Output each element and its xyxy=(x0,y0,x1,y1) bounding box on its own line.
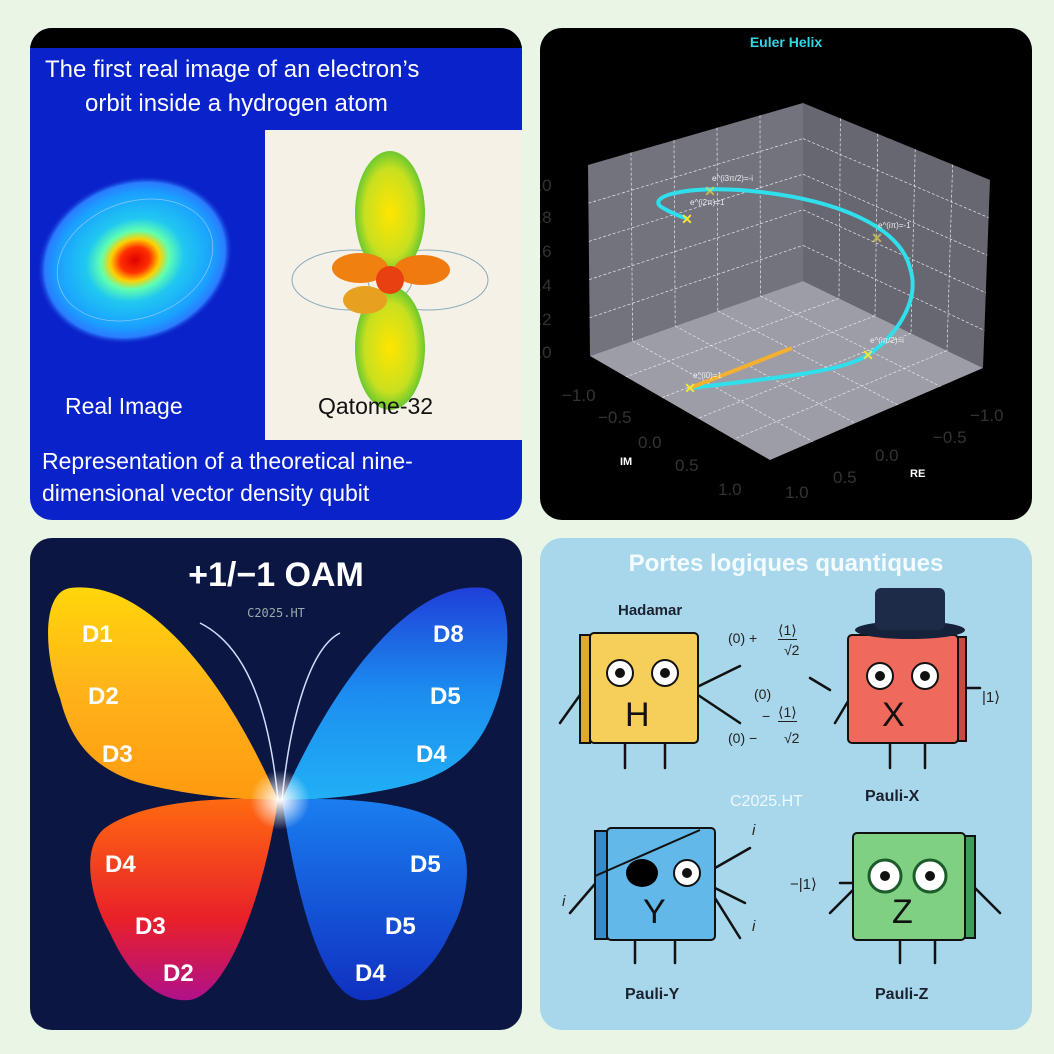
annotation: e^(iπ/2)=i xyxy=(870,336,904,345)
marker-3pi2: ✕ xyxy=(704,183,716,199)
center-glow xyxy=(250,770,310,830)
axis-tick-label: 0.0 xyxy=(875,446,899,465)
label-d: D8 xyxy=(433,621,464,648)
axis-tick-label: 1.0 xyxy=(785,483,809,502)
wing-right-upper xyxy=(282,587,508,800)
marker-0: ✕ xyxy=(684,380,696,396)
phase-i: i xyxy=(752,822,756,839)
axis-tick-label: 0.6 xyxy=(540,242,552,261)
real-image-label: Real Image xyxy=(65,393,183,419)
marker-2pi: ✕ xyxy=(681,211,693,227)
title-line1: The first real image of an electron’s xyxy=(45,56,420,83)
title-line2: orbit inside a hydrogen atom xyxy=(85,90,388,117)
annotation: e^(i2π)=1 xyxy=(690,198,725,207)
wing-left-lower xyxy=(90,798,278,1001)
hadamard-letter: H xyxy=(625,696,650,734)
pauli-z-name: Pauli-Z xyxy=(875,986,929,1003)
marker-pi: ✕ xyxy=(871,230,883,246)
phase-i: i xyxy=(562,893,566,910)
orbit-images xyxy=(36,130,522,440)
formula-plus: (0) + xyxy=(728,630,758,646)
formula-zero: (0) xyxy=(754,686,772,702)
pauli-y-letter: Y xyxy=(643,893,666,931)
helix-curve xyxy=(656,187,915,390)
axis-tick-label: 0.5 xyxy=(833,468,857,487)
label-d: D1 xyxy=(82,621,113,648)
hadamard-name: Hadamar xyxy=(618,602,683,619)
formula-minus-left: (0) − xyxy=(728,730,758,746)
caption-line2: dimensional vector density qubit xyxy=(42,480,370,506)
watermark: C2025.HT xyxy=(247,606,305,620)
label-d: D5 xyxy=(430,683,461,710)
re-axis-label: RE xyxy=(910,468,926,480)
pauli-z-output: −|1⟩ xyxy=(790,876,817,893)
eyepatch-icon xyxy=(626,859,658,887)
hadamard-gate xyxy=(579,632,699,744)
label-d: D3 xyxy=(102,741,133,768)
formula-denominator: √2 xyxy=(784,730,800,746)
gate-characters xyxy=(558,588,1002,965)
qatome-label: Qatome-32 xyxy=(318,393,434,419)
orbital-render xyxy=(291,151,489,410)
annotation: e^(i0)=1 xyxy=(693,371,722,380)
marker-pi2: ✕ xyxy=(862,347,874,363)
axis-tick-label: 0.0 xyxy=(638,433,662,452)
back-right-wall xyxy=(803,103,990,368)
pauli-z-gate xyxy=(852,832,976,941)
axis-tick-label: −1.0 xyxy=(970,406,1004,425)
annotation: e^(i3π/2)=-i xyxy=(712,174,754,183)
gates-title: Portes logiques quantiques xyxy=(628,550,944,577)
formula-numerator: ⟨1⟩ xyxy=(778,704,797,722)
formula-minus: − xyxy=(762,708,771,724)
label-d: D4 xyxy=(105,851,136,878)
axis-tick-label: −0.5 xyxy=(933,428,967,447)
axis-tick-label: 0.5 xyxy=(675,456,699,475)
quantum-gates-panel: Portes logiques quantiques Hadamar H X Y… xyxy=(540,538,1032,1030)
oam-title: +1/−1 OAM xyxy=(188,556,364,594)
plot-title: Euler Helix xyxy=(749,34,823,50)
back-left-wall xyxy=(588,103,803,356)
real-image-heatmap xyxy=(36,175,234,345)
label-d: D2 xyxy=(163,960,194,987)
oam-butterfly-panel: +1/−1 OAM C2025.HT D1 D2 D3 D8 D5 D4 D4 … xyxy=(30,538,522,1030)
formula-denominator: √2 xyxy=(784,642,800,658)
phase-i: i xyxy=(752,918,756,935)
label-d: D5 xyxy=(385,913,416,940)
axis-tick-label: 0.4 xyxy=(540,276,552,295)
axis-tick-label: 0.2 xyxy=(540,310,552,329)
label-d: D4 xyxy=(416,741,447,768)
axis-tick-label: −0.5 xyxy=(598,408,632,427)
label-d: D5 xyxy=(410,851,441,878)
butterfly-graphic xyxy=(48,587,508,1001)
gates-watermark: C2025.HT xyxy=(730,793,803,810)
axis-tick-label: −1.0 xyxy=(562,386,596,405)
floor xyxy=(590,281,983,460)
wing-right-lower xyxy=(282,798,467,1001)
pauli-x-output: |1⟩ xyxy=(982,689,1001,706)
pauli-y-gate xyxy=(594,827,716,941)
annotation: e^(iπ)=-1 xyxy=(878,221,911,230)
im-axis-label: IM xyxy=(620,456,633,468)
label-d: D2 xyxy=(88,683,119,710)
euler-helix-panel: ✕ ✕ ✕ ✕ ✕ Euler Helix e^(i3π/2)=-i e^(i2… xyxy=(540,28,1032,520)
label-d: D4 xyxy=(355,960,386,987)
pauli-z-letter: Z xyxy=(892,893,913,931)
pauli-x-name: Pauli-X xyxy=(865,788,920,805)
base-line xyxy=(689,346,793,390)
hydrogen-orbit-panel: The first real image of an electron’s or… xyxy=(30,28,522,520)
euler-helix-plot: ✕ ✕ ✕ ✕ ✕ xyxy=(588,103,990,460)
caption-line1: Representation of a theoretical nine- xyxy=(42,448,413,474)
top-strip xyxy=(30,28,522,48)
axis-tick-label: 0.8 xyxy=(540,208,552,227)
pauli-x-letter: X xyxy=(882,696,905,734)
formula-numerator: ⟨1⟩ xyxy=(778,622,797,640)
wing-left-upper xyxy=(48,587,278,800)
label-d: D3 xyxy=(135,913,166,940)
axis-tick-label: 1.0 xyxy=(718,480,742,499)
axis-tick-label: 0.0 xyxy=(540,343,552,362)
pauli-x-gate xyxy=(847,588,967,744)
axis-tick-label: 1.0 xyxy=(540,176,552,195)
pauli-y-name: Pauli-Y xyxy=(625,986,680,1003)
